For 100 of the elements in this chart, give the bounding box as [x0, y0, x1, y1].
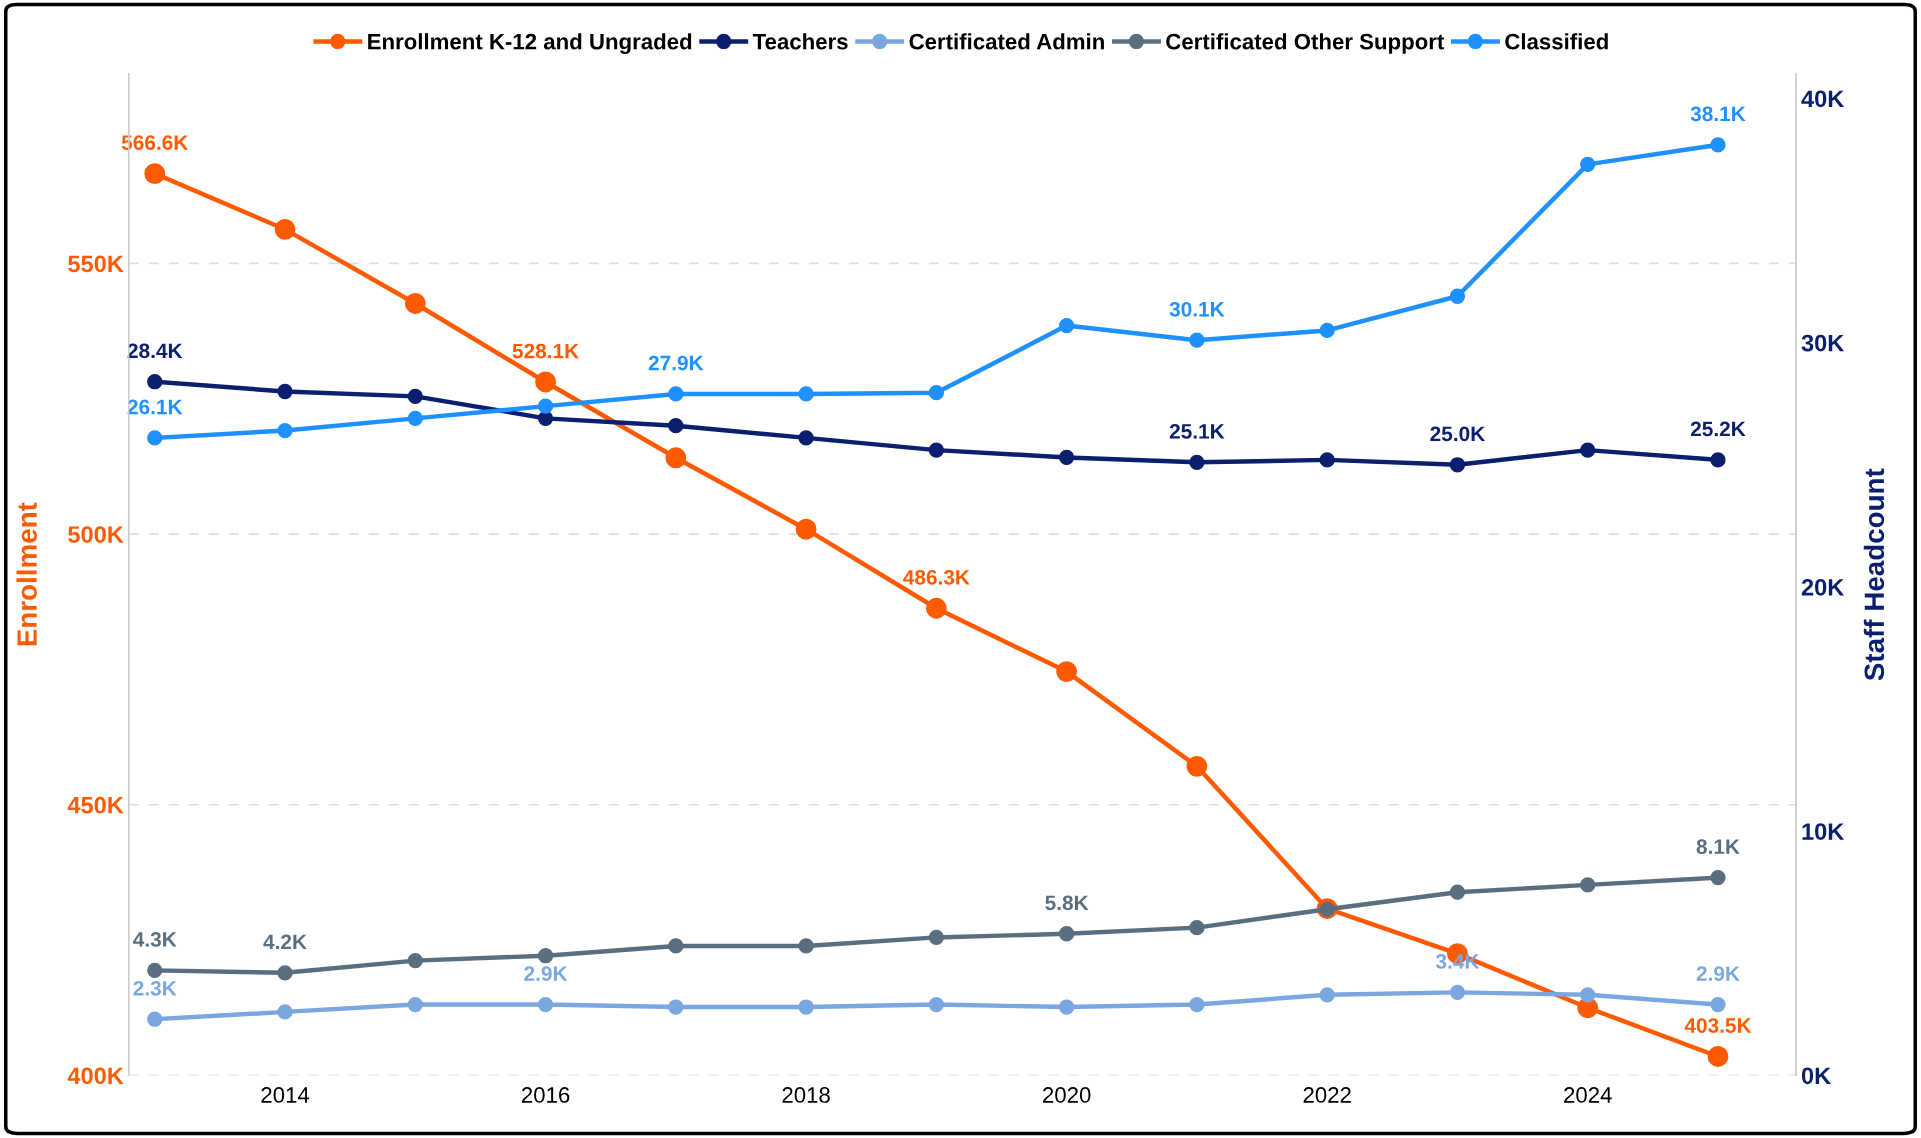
- point: [1319, 452, 1335, 468]
- y-tick-label: 400K: [67, 1067, 124, 1085]
- point: [1058, 999, 1075, 1015]
- data-label: 30.1K: [1169, 301, 1225, 317]
- point: [1710, 452, 1726, 468]
- x-tick-label: 2022: [1303, 1087, 1351, 1103]
- point: [144, 163, 166, 184]
- y-tick-label: 500K: [68, 526, 124, 543]
- point: [1449, 457, 1466, 473]
- point: [537, 996, 554, 1013]
- point: [668, 938, 684, 954]
- point: [1580, 877, 1596, 893]
- legend-label: Enrollment K-12 and Ungraded: [368, 33, 692, 54]
- point: [277, 422, 293, 439]
- point: [798, 938, 814, 954]
- point: [795, 518, 817, 540]
- data-label: 5.8K: [1045, 895, 1089, 911]
- point: [798, 430, 814, 446]
- point: [277, 383, 293, 400]
- point: [277, 965, 293, 981]
- x-tick-label: 2016: [521, 1087, 570, 1103]
- point: [537, 948, 554, 964]
- point: [1189, 332, 1205, 348]
- point: [1058, 926, 1075, 942]
- x-tick-label: 2014: [261, 1087, 310, 1103]
- point: [1056, 661, 1078, 683]
- data-label: 2.3K: [133, 980, 177, 996]
- point: [1186, 755, 1208, 777]
- legend-label: Teachers: [752, 33, 848, 50]
- point: [1189, 919, 1205, 936]
- point: [668, 999, 684, 1015]
- y-tick-label: 550K: [68, 255, 124, 273]
- data-label: 26.1K: [127, 399, 183, 415]
- y2-tick-label: 40K: [1801, 90, 1845, 108]
- point: [404, 293, 426, 314]
- y2-tick-label: 20K: [1801, 578, 1845, 596]
- point: [1707, 1046, 1729, 1067]
- point: [1710, 996, 1726, 1013]
- point: [1710, 137, 1726, 153]
- data-label: 486.3K: [903, 569, 970, 585]
- x-tick-label: 2020: [1043, 1087, 1091, 1103]
- point: [1449, 984, 1466, 1001]
- data-label: 25.1K: [1169, 424, 1225, 439]
- point: [147, 374, 163, 390]
- point: [147, 1011, 163, 1027]
- legend-label: Certificated Other Support: [1166, 33, 1445, 54]
- x-tick-label: 2024: [1564, 1087, 1612, 1103]
- point: [1580, 987, 1596, 1003]
- point: [1058, 449, 1075, 466]
- point: [277, 1004, 293, 1020]
- point: [1580, 442, 1596, 458]
- data-label: 2.9K: [524, 966, 568, 982]
- point: [1449, 288, 1466, 304]
- point: [1449, 884, 1466, 900]
- legend-label: Classified: [1505, 33, 1608, 50]
- point: [928, 996, 945, 1013]
- point: [1319, 322, 1335, 339]
- point: [274, 218, 296, 240]
- data-label: 4.2K: [263, 934, 307, 950]
- point: [147, 962, 163, 979]
- legend-label: Certificated Admin: [909, 33, 1104, 50]
- data-label: 38.1K: [1690, 106, 1746, 122]
- point: [798, 386, 814, 402]
- point: [535, 371, 556, 393]
- y-axis-title: Enrollment: [16, 502, 37, 646]
- y2-tick-label: 30K: [1801, 334, 1845, 352]
- point: [407, 996, 423, 1013]
- point: [668, 418, 684, 434]
- point: [928, 385, 945, 401]
- point: [1319, 987, 1335, 1003]
- point: [928, 442, 945, 458]
- data-label: 403.5K: [1684, 1018, 1752, 1033]
- point: [1058, 317, 1075, 334]
- point: [407, 388, 423, 405]
- data-label: 27.9K: [648, 355, 704, 371]
- data-label: 566.6K: [121, 135, 189, 151]
- y-tick-label: 450K: [67, 796, 124, 814]
- point: [1710, 869, 1726, 886]
- point: [1580, 156, 1596, 172]
- y2-tick-label: 10K: [1802, 823, 1845, 840]
- data-label: 25.0K: [1430, 426, 1486, 442]
- point: [1189, 996, 1205, 1013]
- point: [665, 447, 687, 469]
- data-label: 8.1K: [1696, 839, 1740, 854]
- y2-tick-label: 0K: [1801, 1067, 1831, 1085]
- data-label: 4.3K: [133, 932, 177, 947]
- point: [668, 386, 684, 402]
- data-label: 25.2K: [1690, 421, 1746, 437]
- y2-axis-title: Staff Headcount: [1863, 468, 1885, 681]
- point: [798, 999, 814, 1015]
- data-label: 28.4K: [127, 343, 183, 359]
- x-tick-label: 2018: [782, 1087, 830, 1103]
- point: [1189, 454, 1205, 470]
- point: [407, 410, 423, 427]
- point: [147, 430, 163, 446]
- data-label: 528.1K: [512, 343, 579, 359]
- point: [537, 398, 554, 414]
- point: [407, 952, 423, 969]
- data-label: 2.9K: [1696, 966, 1740, 982]
- point: [925, 597, 947, 619]
